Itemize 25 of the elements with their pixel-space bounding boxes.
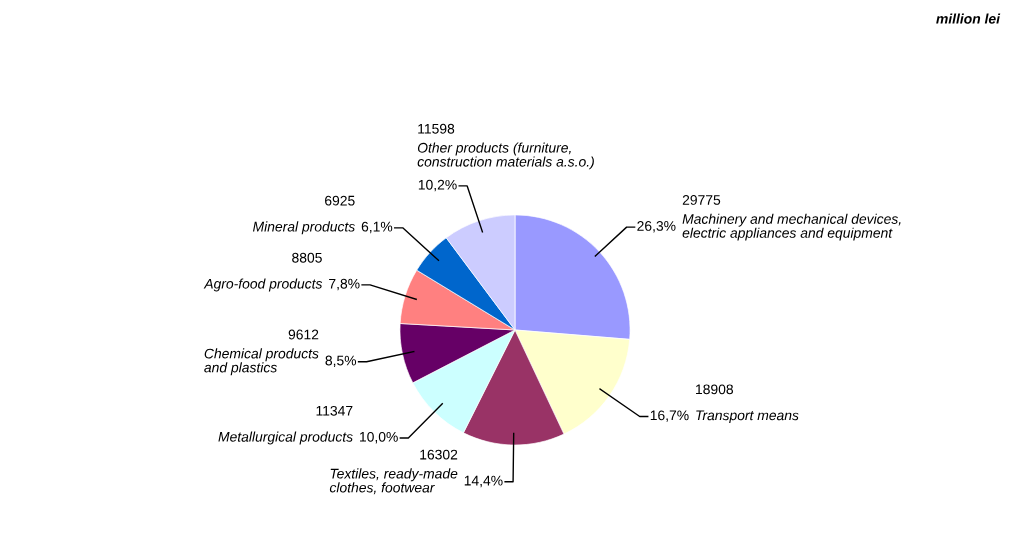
data-label: 10,2%	[418, 179, 457, 192]
data-label: 10,0%	[360, 431, 398, 444]
text: 9612	[288, 329, 319, 340]
data-label: 7,8%	[329, 278, 360, 291]
text: 11598	[418, 123, 455, 134]
slice-label: Textiles, ready-made clothes, footwear	[329, 468, 458, 495]
slice-label: Metallurgical products	[218, 431, 353, 445]
text: 6925	[325, 195, 355, 206]
data-label: 8,5%	[325, 355, 357, 368]
slice-label: Other products (furniture, construction materials a.s.o.)	[417, 142, 594, 170]
data-label: 26,3%	[637, 221, 676, 233]
text: 11347	[316, 405, 353, 416]
text: 18908	[696, 384, 734, 395]
slice-label: Mineral products	[252, 221, 355, 235]
text: 16302	[420, 449, 458, 460]
slice-label: Transport means	[696, 410, 799, 423]
slice-label: Agro-food products	[203, 278, 323, 292]
text: 29775	[682, 195, 721, 205]
text: million lei	[936, 13, 1001, 24]
text: 8805	[292, 252, 322, 263]
slice-label: Chemical products and plastics	[204, 348, 319, 376]
data-label: 14,4%	[464, 475, 503, 488]
data-label: 16,7%	[650, 410, 689, 422]
slice-label: Machinery and mechanical devices, electric appliances and equipment	[682, 213, 901, 241]
data-label: 6,1%	[361, 221, 393, 234]
